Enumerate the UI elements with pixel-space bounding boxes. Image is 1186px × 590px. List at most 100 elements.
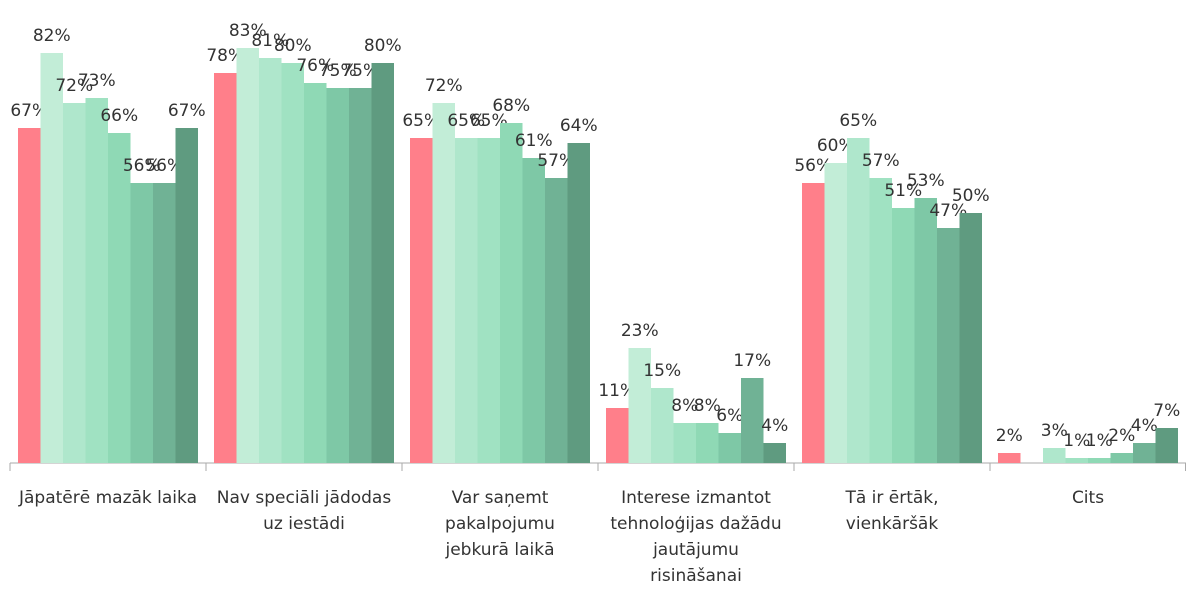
bar [1043, 448, 1066, 463]
data-label: 60% [817, 136, 855, 156]
data-label: 8% [694, 396, 721, 416]
bar [606, 408, 629, 463]
bar [847, 138, 870, 463]
bar [281, 63, 304, 463]
data-label: 15% [643, 361, 681, 381]
data-label: 11% [598, 381, 636, 401]
bar [40, 53, 63, 463]
bar [937, 228, 960, 463]
data-label: 76% [296, 56, 334, 76]
bar [500, 123, 523, 463]
data-label: 80% [274, 36, 312, 56]
data-label: 51% [884, 181, 922, 201]
data-label: 53% [907, 171, 945, 191]
data-label: 1% [1086, 431, 1113, 451]
data-label: 67% [168, 101, 206, 121]
data-label: 82% [33, 26, 71, 46]
bar [802, 183, 825, 463]
bar [1088, 458, 1111, 463]
x-tick-label: Var saņemt pakalpojumu jebkurā laikā [444, 488, 554, 560]
data-label: 1% [1063, 431, 1090, 451]
bar [477, 138, 500, 463]
x-tick-label: Jāpatērē mazāk laika [18, 488, 197, 508]
bar [741, 378, 764, 463]
data-label: 2% [1108, 426, 1135, 446]
data-label: 66% [100, 106, 138, 126]
bar [304, 83, 327, 463]
data-label: 47% [929, 201, 967, 221]
bar [522, 158, 545, 463]
bar [998, 453, 1021, 463]
data-label: 75% [341, 61, 379, 81]
bar [18, 128, 41, 463]
bar [432, 103, 455, 463]
bar [63, 103, 86, 463]
data-label: 7% [1153, 401, 1180, 421]
bar [567, 143, 590, 463]
bar [1155, 428, 1178, 463]
bar [236, 48, 259, 463]
bar [108, 133, 131, 463]
bar [651, 388, 674, 463]
data-label: 78% [206, 46, 244, 66]
bar [410, 138, 433, 463]
data-label: 57% [862, 151, 900, 171]
data-label: 83% [229, 21, 267, 41]
bar [214, 73, 237, 463]
data-label: 8% [671, 396, 698, 416]
bar [696, 423, 719, 463]
bar [545, 178, 568, 463]
data-label: 72% [55, 76, 93, 96]
bar [914, 198, 937, 463]
data-label: 65% [470, 111, 508, 131]
data-label: 67% [10, 101, 48, 121]
bar [673, 423, 696, 463]
bar [628, 348, 651, 463]
data-label: 68% [492, 96, 530, 116]
data-label: 57% [537, 151, 575, 171]
bar [326, 88, 349, 463]
data-label: 50% [952, 186, 990, 206]
data-label: 4% [1131, 416, 1158, 436]
bar [85, 98, 108, 463]
bar [718, 433, 741, 463]
data-label: 64% [560, 116, 598, 136]
data-label: 65% [839, 111, 877, 131]
x-tick-label: Tā ir ērtāk, vienkāršāk [844, 488, 938, 534]
bar [371, 63, 394, 463]
bar [175, 128, 198, 463]
bar [153, 183, 176, 463]
bar [130, 183, 153, 463]
bar [455, 138, 478, 463]
bar [892, 208, 915, 463]
bar [349, 88, 372, 463]
x-tick-label: Nav speciāli jādodas uz iestādi [217, 488, 392, 534]
bar [869, 178, 892, 463]
data-label: 75% [319, 61, 357, 81]
x-tick-label: Cits [1072, 488, 1104, 508]
bar [1133, 443, 1156, 463]
data-label: 23% [621, 321, 659, 341]
x-tick-label: Interese izmantot tehnoloģijas dažādu jaut… [610, 488, 781, 586]
data-label: 65% [447, 111, 485, 131]
data-label: 56% [145, 156, 183, 176]
data-label: 72% [425, 76, 463, 96]
data-label: 56% [794, 156, 832, 176]
bar [1110, 453, 1133, 463]
bar [1065, 458, 1088, 463]
data-label: 61% [515, 131, 553, 151]
bar [959, 213, 982, 463]
bar [259, 58, 282, 463]
data-label: 56% [123, 156, 161, 176]
data-label: 4% [761, 416, 788, 436]
data-label: 17% [733, 351, 771, 371]
bar [763, 443, 786, 463]
bar [824, 163, 847, 463]
data-label: 6% [716, 406, 743, 426]
data-label: 2% [996, 426, 1023, 446]
data-label: 3% [1041, 421, 1068, 441]
data-label: 81% [251, 31, 289, 51]
data-label: 80% [364, 36, 402, 56]
